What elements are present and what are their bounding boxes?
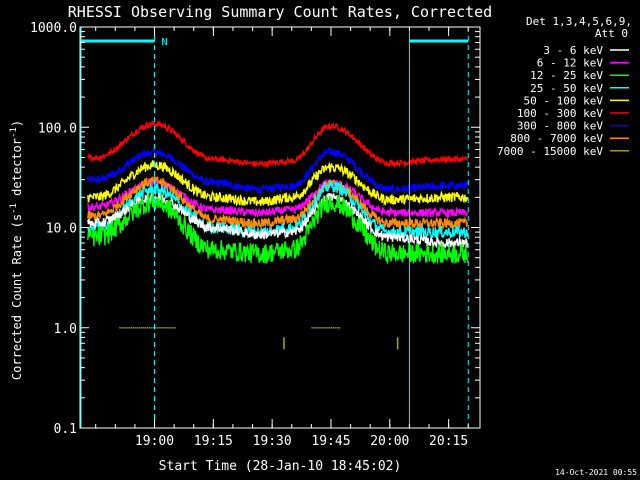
- x-tick-label: 20:15: [429, 434, 468, 449]
- chart-title: RHESSI Observing Summary Count Rates, Co…: [68, 3, 492, 21]
- series-line-7: [87, 175, 468, 231]
- x-tick-label: 19:45: [311, 434, 350, 449]
- legend-label-6: 300 - 800 keV: [517, 120, 603, 133]
- legend-label-1: 6 - 12 keV: [537, 57, 604, 70]
- x-tick-label: 19:00: [135, 434, 174, 449]
- y-tick-label: 1000.0: [30, 21, 77, 36]
- x-tick-label: 19:30: [253, 434, 292, 449]
- series-group: [87, 119, 469, 350]
- legend-label-8: 7000 - 15000 keV: [497, 145, 603, 158]
- plot-area: N: [80, 27, 469, 428]
- legend-label-0: 3 - 6 keV: [543, 44, 603, 57]
- y-tick-label: 1.0: [54, 322, 77, 337]
- series-line-6: [87, 147, 469, 196]
- axes: 1000.0 100.0 10.0 1.0 0.1 19:00 19:15 19:30 19:4…: [30, 21, 481, 449]
- legend-header-line1: Det 1,3,4,5,6,9,: [526, 15, 632, 28]
- x-tick-label: 19:15: [194, 434, 233, 449]
- series-line-0: [87, 192, 469, 250]
- y-tick-label: 0.1: [54, 422, 77, 437]
- y-tick-label: 10.0: [46, 222, 77, 237]
- legend-label-4: 50 - 100 keV: [524, 94, 604, 107]
- date-stamp: 14-Oct-2021 00:55: [555, 468, 637, 477]
- legend-label-3: 25 - 50 keV: [530, 82, 603, 95]
- legend-label-5: 100 - 300 keV: [517, 107, 603, 120]
- series-line-5: [87, 119, 469, 168]
- legend-label-2: 12 - 25 keV: [530, 69, 603, 82]
- series-line-2: [87, 192, 469, 265]
- series-line-4: [87, 160, 469, 207]
- series-line-3: [87, 180, 469, 239]
- legend-label-7: 800 - 7000 keV: [510, 132, 603, 145]
- y-tick-label: 100.0: [38, 121, 77, 136]
- x-tick-label: 20:00: [370, 434, 409, 449]
- y-axis-label: Corrected Count Rate (s-1 detector-1): [9, 120, 24, 380]
- attenuator-flag-label: N: [162, 37, 168, 48]
- x-axis-label: Start Time (28-Jan-10 18:45:02): [159, 459, 402, 474]
- legend-header-line2: Att 0: [595, 27, 628, 40]
